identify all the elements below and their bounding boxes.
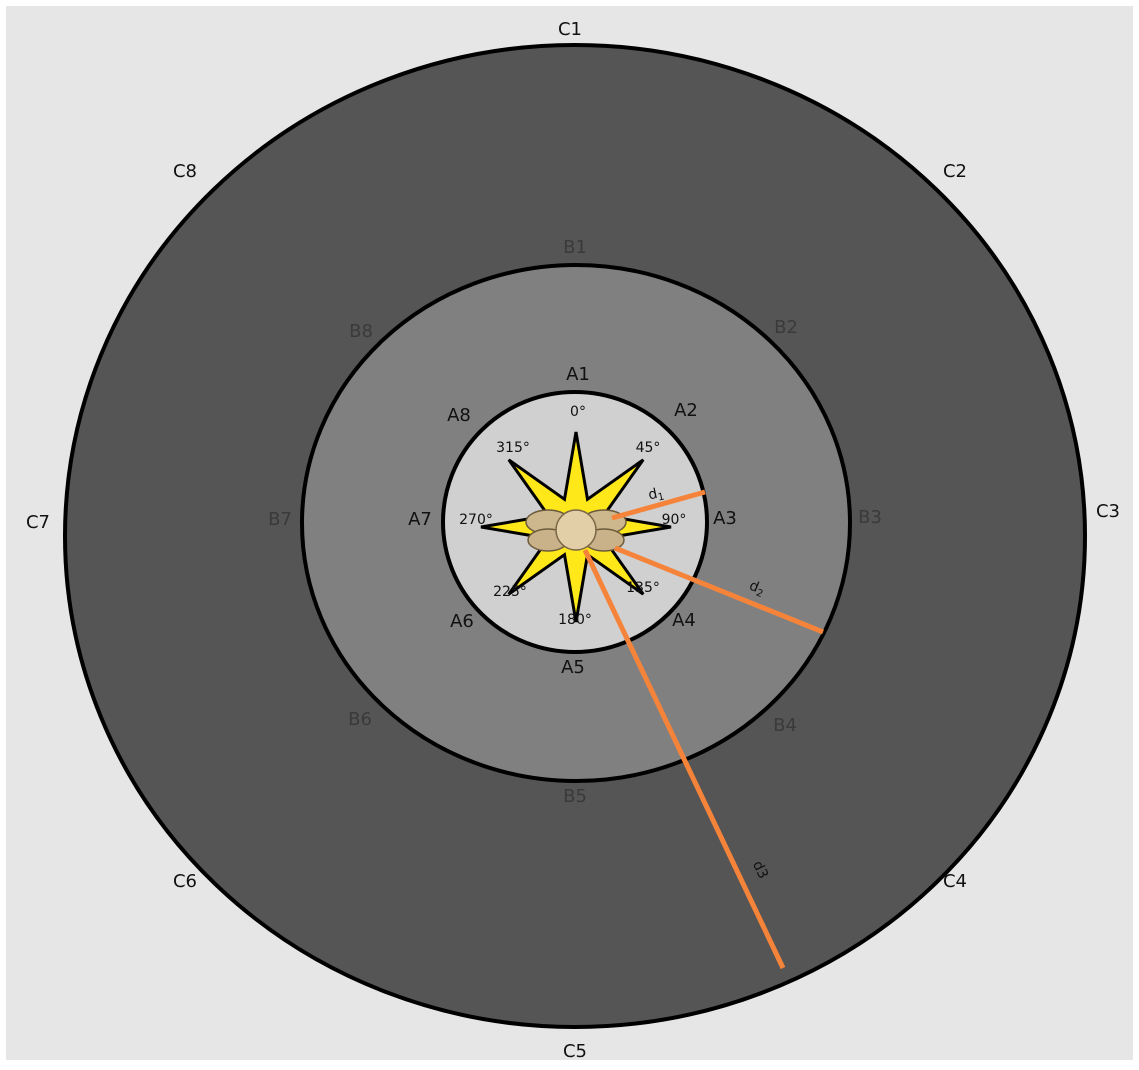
ring-label: A2: [674, 400, 698, 421]
ring-label: C8: [173, 161, 197, 182]
ring-label: C3: [1096, 501, 1120, 522]
ring-label: C6: [173, 871, 197, 892]
angle-label: 315°: [496, 440, 530, 456]
distance-letter: d: [647, 486, 659, 503]
ring-label: B8: [349, 321, 373, 342]
ring-label: B2: [774, 317, 798, 338]
ring-label: A6: [450, 611, 474, 632]
distance-label: d2: [746, 578, 767, 600]
distance-subscript: 2: [754, 588, 764, 601]
ring-label: C4: [943, 871, 967, 892]
angle-label: 180°: [558, 612, 592, 628]
ring-label: C7: [26, 512, 50, 533]
angle-label: 225°: [493, 584, 527, 600]
ring-label: A5: [561, 657, 585, 678]
ring-label: A3: [713, 508, 737, 529]
angle-label: 135°: [626, 580, 660, 596]
ring-label: B4: [773, 715, 797, 736]
ring-label: A4: [672, 610, 696, 631]
ring-label: C5: [563, 1041, 587, 1062]
ring-label: C1: [558, 19, 582, 40]
distance-line: [611, 489, 706, 521]
distance-label: d1: [647, 485, 666, 506]
creature-body: [555, 509, 597, 551]
ring-label: A7: [408, 509, 432, 530]
distance-line: [582, 548, 786, 970]
creature: [525, 509, 627, 552]
ring-label: B6: [348, 709, 372, 730]
angle-label: 90°: [662, 512, 687, 528]
ring-label: A8: [447, 405, 471, 426]
ring-label: B1: [563, 237, 587, 258]
distance-label: d3: [749, 859, 771, 882]
angle-label: 270°: [459, 512, 493, 528]
angle-label: 45°: [636, 440, 661, 456]
distance-subscript: 1: [657, 491, 666, 503]
ring-label: B7: [268, 509, 292, 530]
ring-label: B5: [563, 786, 587, 807]
ring-label: C2: [943, 161, 967, 182]
angle-label: 0°: [570, 404, 586, 420]
ring-label: B3: [858, 507, 882, 528]
ring-label: A1: [566, 364, 590, 385]
distance-line: [614, 545, 824, 635]
